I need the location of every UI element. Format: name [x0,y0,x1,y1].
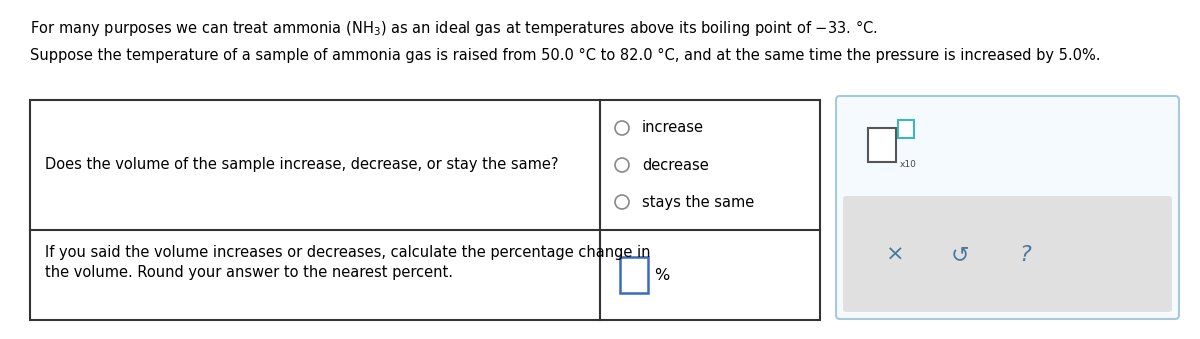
Text: decrease: decrease [642,158,709,173]
Text: ×: × [886,245,905,265]
Text: Does the volume of the sample increase, decrease, or stay the same?: Does the volume of the sample increase, … [46,158,558,173]
Text: ↺: ↺ [950,245,970,265]
Text: ?: ? [1019,245,1031,265]
Text: the volume. Round your answer to the nearest percent.: the volume. Round your answer to the nea… [46,265,454,280]
Text: x10: x10 [900,160,917,169]
Text: %: % [654,267,670,282]
Text: For many purposes we can treat ammonia $\left(\mathrm{NH_3}\right)$ as an ideal : For many purposes we can treat ammonia $… [30,18,877,38]
Text: Suppose the temperature of a sample of ammonia gas is raised from 50.0 °C to 82.: Suppose the temperature of a sample of a… [30,48,1100,63]
FancyBboxPatch shape [842,196,1172,312]
Text: If you said the volume increases or decreases, calculate the percentage change i: If you said the volume increases or decr… [46,245,650,260]
Text: stays the same: stays the same [642,195,755,210]
Bar [868,128,896,162]
Bar [898,120,914,138]
Text: increase: increase [642,120,704,136]
Bar [30,100,820,320]
Bar [620,257,648,293]
FancyBboxPatch shape [836,96,1178,319]
